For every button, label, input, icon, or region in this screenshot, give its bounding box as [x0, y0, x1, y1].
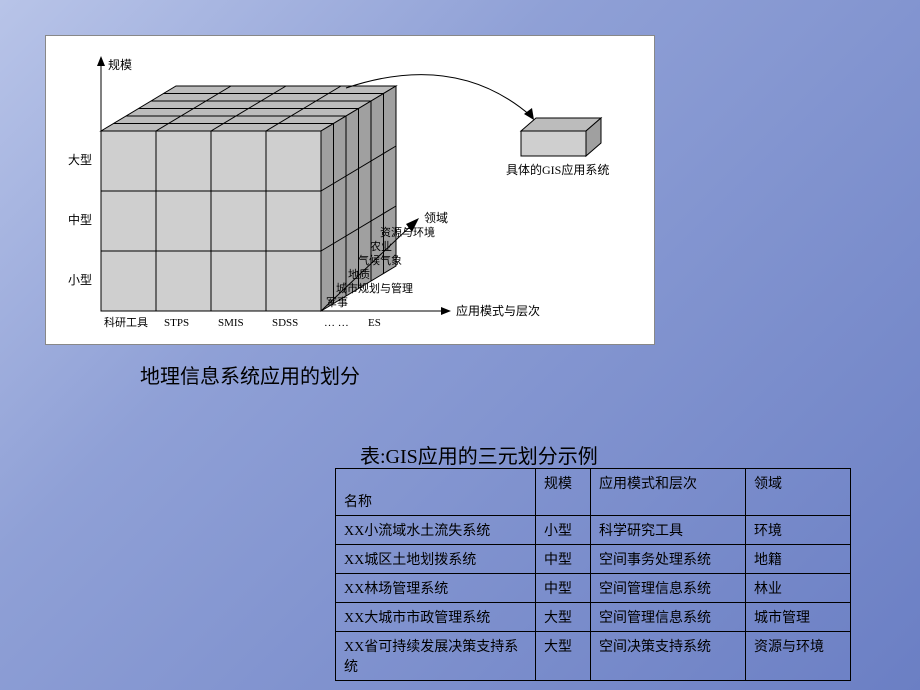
- table-row: XX大城市市政管理系统 大型 空间管理信息系统 城市管理: [336, 603, 851, 632]
- cube-diagram: 规模 应用模式与层次 大型 中型: [45, 35, 655, 345]
- table-row: XX省可持续发展决策支持系统 大型 空间决策支持系统 资源与环境: [336, 632, 851, 681]
- x-tick-2: SMIS: [218, 317, 244, 329]
- x-tick-1: STPS: [164, 317, 189, 329]
- table-row: XX小流域水土流失系统 小型 科学研究工具 环境: [336, 516, 851, 545]
- table-row: XX城区土地划拨系统 中型 空间事务处理系统 地籍: [336, 545, 851, 574]
- x-tick-4: … …: [324, 317, 349, 329]
- z-tick-4: 农业: [370, 239, 392, 253]
- x-tick-3: SDSS: [272, 317, 298, 329]
- table-title: 表:GIS应用的三元划分示例: [360, 440, 598, 469]
- callout-label: 具体的GIS应用系统: [506, 162, 609, 177]
- th-scale: 规模: [536, 469, 591, 516]
- callout-cube: [521, 118, 601, 156]
- gis-table: 名称 规模 应用模式和层次 领域 XX小流域水土流失系统 小型 科学研究工具 环…: [335, 468, 851, 681]
- y-tick-0: 大型: [68, 153, 92, 167]
- th-mode: 应用模式和层次: [591, 469, 746, 516]
- th-name: 名称: [336, 469, 536, 516]
- x-tick-5: ES: [368, 317, 381, 329]
- th-domain: 领域: [746, 469, 851, 516]
- z-tick-5: 资源与环境: [380, 225, 435, 239]
- x-axis-label: 应用模式与层次: [456, 303, 540, 318]
- y-tick-2: 小型: [68, 273, 92, 287]
- z-tick-2: 地质: [348, 268, 370, 281]
- z-tick-1: 城市规划与管理: [336, 281, 413, 295]
- table-row: XX林场管理系统 中型 空间管理信息系统 林业: [336, 574, 851, 603]
- z-axis-label: 领域: [424, 211, 448, 225]
- y-axis-label: 规模: [108, 57, 132, 72]
- diagram-caption: 地理信息系统应用的划分: [140, 360, 360, 389]
- y-tick-1: 中型: [68, 212, 92, 227]
- z-tick-3: 气候气象: [358, 253, 402, 267]
- z-tick-0: 军事: [326, 296, 348, 309]
- x-tick-0: 科研工具: [104, 315, 148, 329]
- cube-front: [101, 131, 321, 311]
